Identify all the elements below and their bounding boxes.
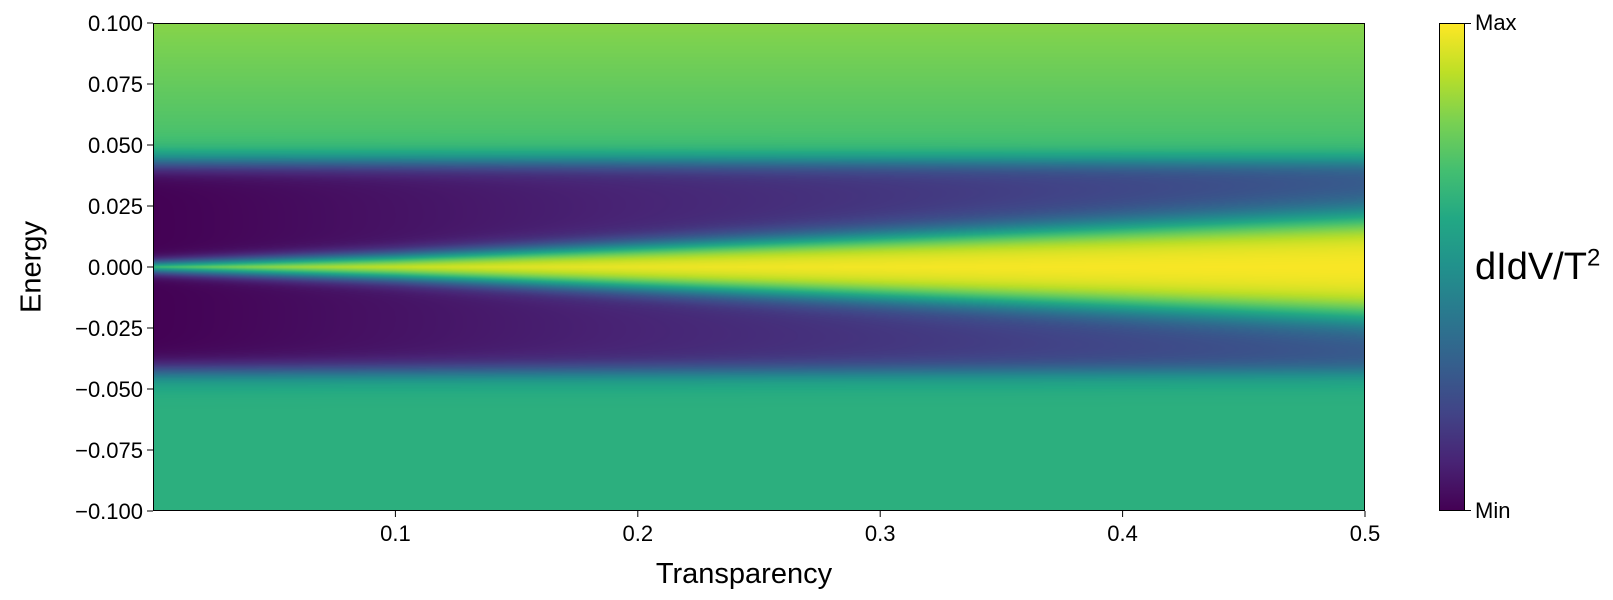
colorbar-tick-max	[1465, 23, 1471, 24]
y-axis-title: Energy	[16, 221, 48, 313]
colorbar-title-text: dIdV/T	[1475, 246, 1587, 288]
heatmap-image	[153, 23, 1365, 511]
x-tick-label: 0.5	[1350, 521, 1381, 546]
colorbar-min-label: Min	[1475, 498, 1511, 523]
x-tick-label: 0.1	[380, 521, 411, 546]
colorbar	[1439, 23, 1465, 511]
colorbar-tick-min	[1465, 510, 1471, 511]
colorbar-title: dIdV/T2	[1475, 245, 1600, 289]
y-tick-label: −0.100	[75, 499, 143, 524]
y-tick-label: 0.025	[88, 194, 143, 219]
y-tick-label: −0.025	[75, 316, 143, 341]
y-tick-label: −0.050	[75, 377, 143, 402]
y-tick-label: 0.075	[88, 72, 143, 97]
x-tick-label: 0.2	[623, 521, 654, 546]
colorbar-max-label: Max	[1475, 10, 1517, 35]
y-axis-ticks: −0.100 −0.075 −0.050 −0.025 0.000 0.025 0.050 0…	[75, 11, 153, 524]
y-tick-label: 0.100	[88, 11, 143, 36]
x-axis-ticks: 0.1 0.2 0.3 0.4 0.5	[380, 511, 1380, 546]
x-axis-title: Transparency	[656, 558, 833, 590]
y-tick-label: 0.000	[88, 255, 143, 280]
x-tick-label: 0.4	[1107, 521, 1138, 546]
y-tick-label: −0.075	[75, 438, 143, 463]
x-tick-label: 0.3	[865, 521, 896, 546]
heatmap-plot-area	[153, 23, 1365, 511]
colorbar-title-superscript: 2	[1586, 244, 1601, 272]
y-tick-label: 0.050	[88, 133, 143, 158]
